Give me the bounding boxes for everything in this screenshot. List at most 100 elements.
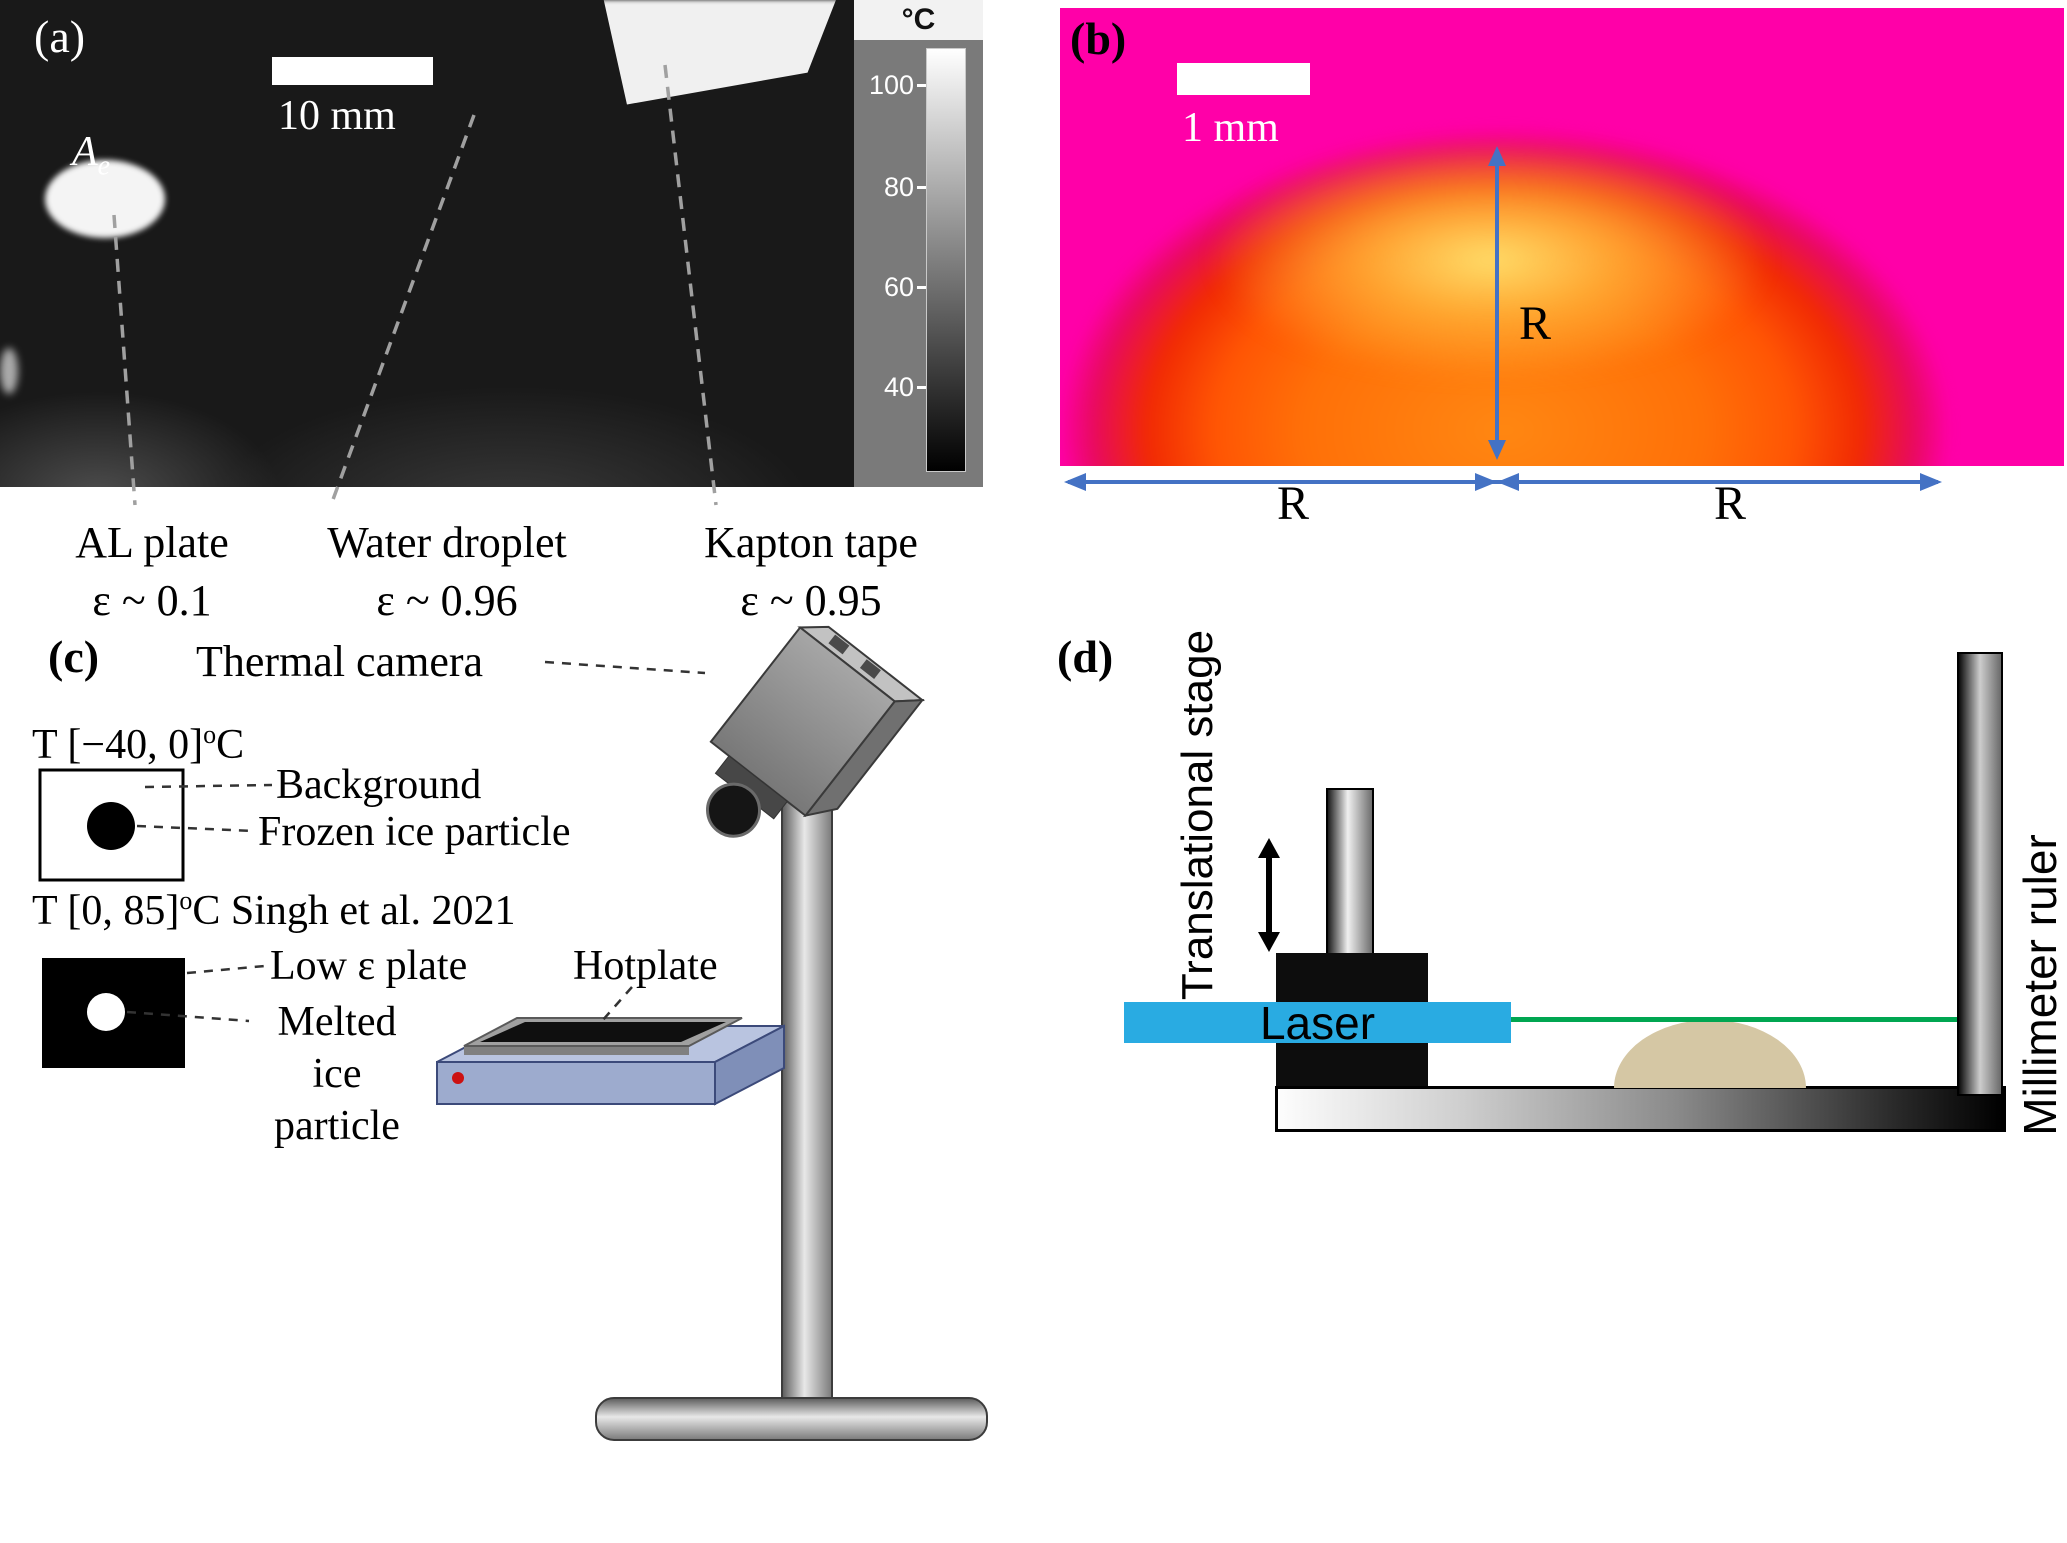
stand-pole — [781, 769, 833, 1431]
callout-line-water-droplet — [329, 114, 476, 506]
laser-label: Laser — [1259, 996, 1376, 1049]
panel-a-thermal-image: 10 mm (a) Ae °C 100 80 60 40 — [0, 0, 983, 487]
frozen-callout-line — [136, 824, 256, 833]
setup-illustration — [38, 625, 988, 1441]
arrowhead-left — [1064, 473, 1086, 491]
callout-line-kapton — [663, 64, 718, 506]
annotation-kapton-tape-emissivity: ε ~ 0.95 — [740, 576, 882, 625]
hotplate-label: Hotplate — [573, 943, 718, 989]
thermal-camera-label: Thermal camera — [196, 637, 484, 686]
colorbar-tick-40: 40 — [883, 372, 914, 402]
colorbar-tickmark — [917, 84, 926, 87]
panel-b-label: (b) — [1070, 13, 1127, 64]
arrowhead-down — [1488, 440, 1506, 460]
melted-line-2: ice — [312, 1051, 362, 1097]
scale-bar-a — [272, 57, 433, 85]
stage-motion-arrow — [1258, 838, 1280, 952]
callout-line-al-plate — [112, 214, 137, 506]
panel-c-label: (c) — [48, 631, 100, 682]
hotplate-body-front — [436, 1061, 716, 1105]
panel-d-label: (d) — [1057, 631, 1114, 682]
low-emissivity-label: Low ε plate — [270, 943, 468, 989]
hot-range-post: C Singh et al. 2021 — [192, 888, 516, 934]
arrowhead-center-right — [1475, 473, 1497, 491]
hotplate-indicator-light — [452, 1072, 464, 1084]
radius-arrow-vertical — [1488, 146, 1506, 460]
hot-range-pre: T [0, 85] — [32, 888, 180, 934]
annotation-al-plate-name: AL plate — [75, 518, 229, 567]
scale-bar-b-text: 1 mm — [1182, 105, 1279, 151]
laser-beam: Laser — [1124, 997, 1511, 1049]
melted-label: Melted ice particle — [252, 996, 422, 1152]
camera-illustration — [706, 625, 926, 838]
panel-a-label: (a) — [34, 11, 86, 62]
annotation-kapton-tape: Kapton tape ε ~ 0.95 — [676, 518, 946, 626]
laser-line-green — [1511, 1017, 1984, 1022]
ruler-bar — [1957, 652, 2003, 1096]
hot-range-label: T [0, 85]oC Singh et al. 2021 — [32, 886, 516, 935]
arrowhead-down — [1258, 932, 1280, 952]
radius-arrows-horizontal — [1064, 473, 1942, 491]
annotation-al-plate: AL plate ε ~ 0.1 — [42, 518, 262, 626]
cold-range-pre: T [−40, 0] — [32, 722, 204, 768]
melted-particle-dot — [87, 993, 125, 1031]
colorbar-tickmark — [917, 386, 926, 389]
hotplate-illustration — [436, 1017, 785, 1106]
background-label: Background — [276, 762, 482, 808]
camera-knob — [828, 634, 850, 655]
colorbar-gradient — [926, 48, 966, 472]
colorbar: °C 100 80 60 40 — [854, 0, 983, 487]
camera-lens — [706, 782, 762, 838]
radius-label-right: R — [1714, 477, 1747, 530]
annotation-callout-lines — [112, 64, 718, 506]
arrowhead-up — [1488, 146, 1506, 166]
frozen-label: Frozen ice particle — [258, 809, 571, 855]
camera-callout-line — [544, 660, 706, 675]
stage-rod — [1326, 788, 1374, 962]
low-e-callout-line — [186, 964, 266, 975]
scale-bar-a-text: 10 mm — [278, 93, 396, 139]
melted-callout-line — [126, 1010, 250, 1023]
panel-b-thermal-image: 1 mm (b) — [1060, 8, 2064, 466]
arrowhead-center-left — [1497, 473, 1519, 491]
radius-label-vertical: R — [1519, 297, 1552, 350]
cold-range-post: C — [216, 722, 245, 768]
scale-bar-b — [1177, 63, 1310, 95]
background-callout-line — [144, 783, 273, 789]
annotation-kapton-tape-name: Kapton tape — [704, 518, 918, 567]
hotplate-rim-edge — [464, 1046, 689, 1055]
al-plate-spot — [45, 160, 165, 238]
spot-main: A — [72, 129, 98, 175]
hotplate-callout-line — [601, 986, 633, 1022]
colorbar-tickmark — [917, 186, 926, 189]
colorbar-tick-60: 60 — [883, 272, 914, 302]
arrowhead-up — [1258, 838, 1280, 858]
frozen-particle-dot — [87, 802, 135, 850]
colorbar-unit: °C — [854, 0, 983, 40]
stand-base — [595, 1397, 988, 1441]
melted-line-1: Melted — [277, 999, 397, 1045]
arrowhead-right — [1920, 473, 1942, 491]
melted-line-3: particle — [274, 1103, 400, 1149]
spot-marker-label: Ae — [72, 128, 110, 182]
annotation-water-droplet-emissivity: ε ~ 0.96 — [376, 576, 518, 625]
hotplate-surface — [480, 1022, 726, 1042]
annotation-al-plate-emissivity: ε ~ 0.1 — [92, 576, 212, 625]
droplet-sample — [1614, 1020, 1806, 1088]
hot-range-sup: o — [179, 886, 193, 915]
colorbar-tick-100: 100 — [868, 70, 914, 100]
cold-range-sup: o — [203, 720, 217, 749]
colorbar-tickmark — [917, 286, 926, 289]
cold-range-label: T [−40, 0]oC — [32, 720, 244, 769]
colorbar-tick-80: 80 — [883, 172, 914, 202]
spot-sub: e — [97, 150, 111, 182]
droplet-hotspot — [1210, 140, 1770, 380]
edge-bright-spot — [0, 348, 18, 394]
translational-stage-label: Translational stage — [1173, 629, 1222, 1001]
camera-knob — [859, 659, 881, 679]
millimeter-ruler-label: Millimeter ruler — [2014, 834, 2066, 1136]
base-plate — [1275, 1086, 2006, 1132]
annotation-water-droplet: Water droplet ε ~ 0.96 — [302, 518, 592, 626]
annotation-water-droplet-name: Water droplet — [327, 518, 567, 567]
